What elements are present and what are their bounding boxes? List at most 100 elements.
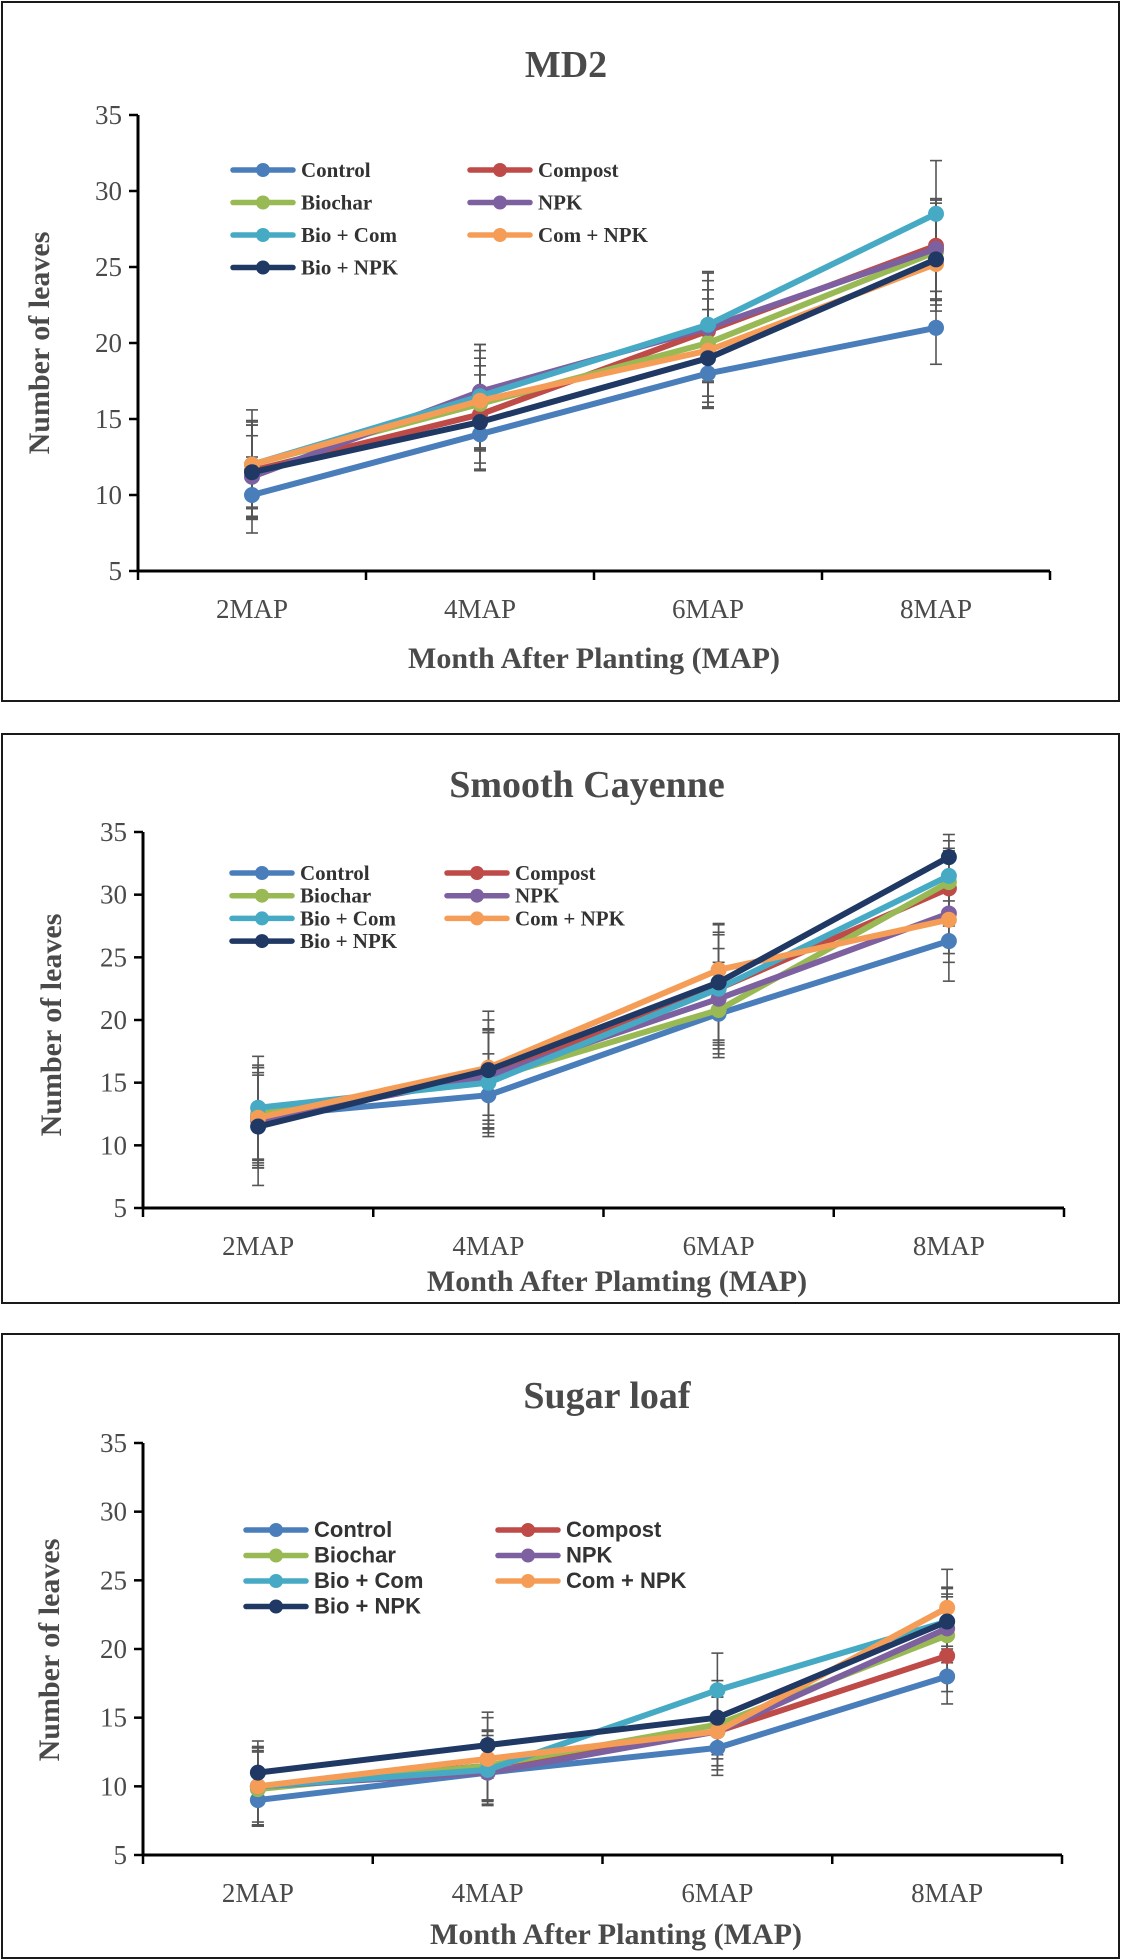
legend-marker-control [256,163,270,177]
legend-label-compost: Compost [515,861,596,885]
x-axis-title: Month After Planting (MAP) [430,1918,802,1951]
data-point-bio-com [940,867,957,884]
data-point-bio-npk [940,849,957,866]
series-line-com-npk [255,916,952,1121]
legend-label-compost: Compost [538,158,619,182]
x-tick-label: 4MAP [444,594,516,624]
x-tick-label: 8MAP [913,1231,985,1261]
legend-label-control: Control [301,158,371,182]
data-point-com-npk [479,1750,496,1767]
x-axis-title: Month After Planting (MAP) [408,642,780,675]
legend-label-bio-npk: Bio + NPK [300,929,398,953]
legend-marker-bio-npk [269,1599,283,1614]
legend-marker-compost [521,1523,535,1537]
y-axis-title: Number of leaves [35,914,68,1137]
legend: Control Compost Biochar NPK Bio + Com Com + N… [229,861,626,953]
y-tick-label: 5 [114,1193,128,1223]
legend-label-com-npk: Com + NPK [515,906,626,930]
y-tick-label: 20 [100,1634,127,1664]
legend-marker-biochar [269,1548,283,1563]
data-point-bio-npk [250,1118,267,1135]
chart-title: MD2 [525,44,607,86]
legend-label-bio-com: Bio + Com [314,1568,423,1593]
legend-label-control: Control [314,1517,392,1542]
series-line-biochar [254,1632,951,1793]
x-axis-title: Month After Plamting (MAP) [427,1265,807,1298]
x-tick-label: 4MAP [452,1878,524,1908]
legend: Control Compost Biochar NPK Bio + Com Com + N… [243,1517,687,1619]
data-point-control [709,1739,726,1756]
y-tick-label: 10 [95,480,122,510]
legend-label-npk: NPK [566,1543,613,1568]
data-point-control [939,1668,956,1685]
data-point-bio-com [700,316,716,333]
y-tick-label: 15 [100,1068,127,1098]
y-tick-label: 5 [109,556,123,586]
legend-marker-control [269,1523,283,1537]
legend-marker-bio-com [269,1574,283,1588]
y-tick-label: 25 [100,942,127,972]
legend-marker-control [255,866,269,880]
y-tick-label: 30 [100,1497,127,1527]
x-tick-label: 4MAP [452,1231,524,1261]
y-tick-label: 25 [100,1565,127,1595]
chart-title: Sugar loaf [523,1375,692,1417]
legend-marker-npk [470,888,484,903]
data-point-bio-com [480,1074,497,1091]
chart-sugar-loaf: Sugar loaf 5 10 15 20 25 30 35 2MAP 4MAP 6MAP 8MAP M… [33,1375,1064,1951]
legend-marker-biochar [255,888,269,903]
y-tick-label: 30 [100,880,127,910]
y-tick-label: 15 [95,404,122,434]
chart-panel-sugar-loaf: Sugar loaf 5 10 15 20 25 30 35 2MAP 4MAP 6MAP 8MAP M… [1,1333,1120,1959]
data-point-com-npk [249,1778,266,1795]
series-line-bio-com [249,210,939,468]
legend: Control Compost Biochar NPK Bio + Com Com + N… [230,158,649,280]
data-point-bio-com [479,1761,496,1778]
data-point-com-npk [710,961,727,978]
y-tick-label: 20 [100,1005,127,1035]
legend-label-com-npk: Com + NPK [566,1568,687,1593]
data-point-com-npk [709,1723,726,1740]
data-point-bio-npk [479,1737,496,1754]
data-point-com-npk [939,1599,956,1616]
data-point-control [480,1087,497,1104]
data-point-bio-com [709,1682,726,1699]
legend-label-bio-npk: Bio + NPK [301,256,399,280]
chart-title: Smooth Cayenne [449,764,725,806]
data-point-bio-npk [244,464,260,481]
chart-smooth-cayenne: Smooth Cayenne 5 10 15 20 25 30 35 2MAP 4MAP 6MAP 8… [35,764,1066,1298]
x-tick-label: 2MAP [222,1878,294,1908]
legend-marker-compost [493,163,507,177]
y-tick-label: 30 [95,176,122,206]
series-line-control [249,324,939,498]
y-tick-label: 35 [100,817,127,847]
data-point-control [249,1792,266,1809]
legend-marker-biochar [256,195,270,210]
legend-label-npk: NPK [515,884,560,908]
y-tick-label: 10 [100,1771,127,1801]
legend-marker-bio-com [255,911,269,926]
data-point-control [244,487,260,503]
legend-label-biochar: Biochar [314,1543,396,1568]
legend-marker-bio-npk [255,934,269,949]
y-tick-label: 10 [100,1130,127,1160]
series-line-control [255,938,952,1120]
legend-label-com-npk: Com + NPK [538,223,649,247]
x-tick-label: 2MAP [222,1231,294,1261]
data-point-bio-com [928,205,944,222]
y-tick-label: 15 [100,1703,127,1733]
legend-label-biochar: Biochar [300,884,371,908]
data-point-bio-npk [700,350,716,367]
series-line-control [254,1673,951,1804]
data-point-bio-npk [710,974,727,991]
x-tick-label: 6MAP [683,1231,755,1261]
data-point-biochar [710,1001,727,1018]
legend-label-bio-com: Bio + Com [301,223,397,247]
x-tick-label: 6MAP [681,1878,753,1908]
data-point-com-npk [472,392,488,409]
data-point-control [472,426,488,443]
data-point-bio-npk [472,414,488,431]
data-point-control [928,319,944,336]
legend-marker-com-npk [521,1574,535,1588]
y-tick-label: 5 [114,1840,128,1870]
